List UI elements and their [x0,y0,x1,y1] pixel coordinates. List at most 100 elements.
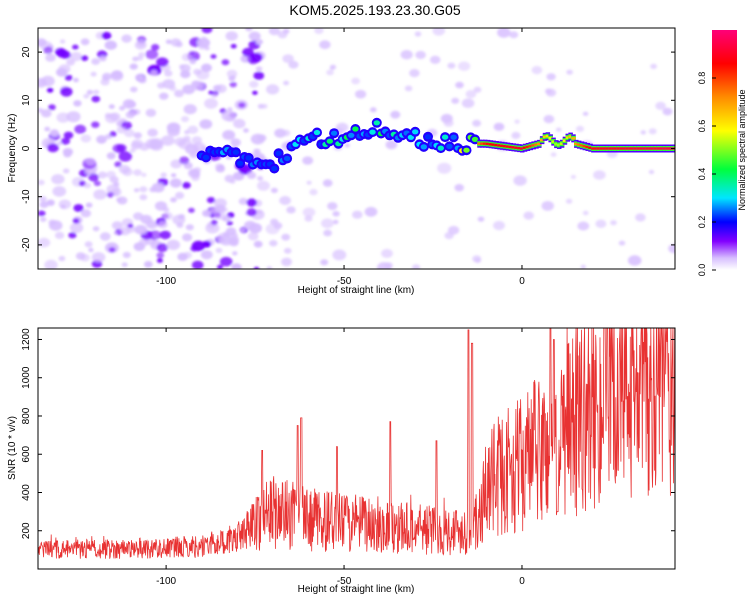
x-tick-label: -50 [337,276,352,287]
heatmap-cell [85,202,93,208]
heatmap-cell [217,264,223,269]
heatmap-cell [73,77,79,83]
heatmap-cell [650,63,657,69]
heatmap-cell [38,237,51,248]
snr-y-axis-label: SNR (10 * v/v) [7,416,18,480]
heatmap-cell [106,152,116,160]
heatmap-cell [189,169,198,177]
heatmap-cell [170,159,182,169]
heatmap-cell [38,210,46,217]
ridge-segment [653,144,659,153]
heatmap-cell [83,93,90,99]
heatmap-cell [137,40,146,47]
heatmap-cell [91,95,101,103]
heatmap-cell [472,255,482,263]
heatmap-cell [60,50,71,59]
heatmap-cell [329,64,337,70]
ridge-segment [565,133,571,142]
heatmap-cell [477,216,485,222]
heatmap-cell [593,170,606,180]
heatmap-cell [108,247,116,253]
ridge-segment [648,144,653,153]
heatmap-cell [355,89,367,99]
heatmap-cell [390,110,401,119]
heatmap-cell [119,105,126,111]
heatmap-cell [181,53,192,62]
heatmap-cell [523,211,534,220]
heatmap-cell [130,86,138,93]
heatmap-cell [432,28,446,36]
ridge-segment [668,144,673,153]
ridge-segment [537,139,542,148]
heatmap-cell [48,220,63,231]
colorbar-ticks: 0.0 0.2 0.4 0.6 0.8 [697,72,716,276]
ridge-segment [593,144,599,153]
ridge-segment [556,140,562,149]
colorbar-tick-label: 0.6 [697,120,707,133]
heatmap-cell [40,217,47,222]
heatmap-cell [98,171,107,179]
ridge-segment [554,140,559,149]
heatmap-cell [648,128,657,135]
ridge-segment [500,141,505,150]
heatmap-cell [133,169,142,176]
heatmap-cell [164,70,173,77]
y-tick-label: -10 [21,189,32,204]
heatmap-cell [332,219,339,225]
heatmap-cell [113,230,119,236]
heatmap-cell [627,255,642,266]
heatmap-cell [306,180,312,185]
heatmap-cell [73,100,82,107]
heatmap-cell [167,126,181,137]
heatmap-cell [125,111,135,119]
heatmap-cell [180,70,191,79]
heatmap-cell [202,209,212,217]
heatmap-cell [255,66,263,72]
heatmap-cell [197,37,211,48]
heatmap-cell [38,179,45,186]
heatmap-cell [69,222,84,233]
ridge-segment [599,144,605,153]
ridge-segment [505,142,511,151]
heatmap-cell [246,208,257,217]
ridge-blob [312,127,322,138]
ridge-segment [633,144,639,153]
colorbar-label: Normalized spectral amplitude [737,89,747,210]
heatmap-cell [104,40,118,50]
ridge-segment [534,140,539,149]
ridge-segment [514,143,519,152]
heatmap-cell [662,107,673,116]
heatmap-cell [109,131,117,137]
heatmap-cell [205,222,220,234]
heatmap-cell [109,176,119,184]
heatmap-cell [60,137,71,145]
heatmap-cell [118,151,132,162]
heatmap-cell [116,126,126,134]
heatmap-cell [84,241,93,248]
colorbar: 0.0 0.2 0.4 0.6 0.8 Normalized spectral ampl… [697,30,747,276]
heatmap-cell [122,167,133,177]
ridge-segment [522,143,528,152]
heatmap-cell [332,249,347,261]
y-tick-label: 10 [21,94,32,106]
heatmap-cell [580,264,586,269]
heatmap-cell [214,210,226,220]
heatmap-cell [149,140,164,151]
heatmap-cell [202,240,212,248]
ridge-blob [371,117,382,128]
ridge-segment [662,144,667,153]
x-tick-label: -100 [156,576,176,587]
heatmap-cell [219,256,233,267]
ridge-segment [588,143,593,152]
heatmap-cell [283,80,290,86]
ridge-segment [542,132,548,141]
heatmap-cell [352,210,363,219]
heatmap-cell [415,50,426,60]
heatmap-cell [668,243,675,254]
heatmap-cell [140,214,153,224]
heatmap-cell [302,156,314,165]
spectrogram-y-ticks: 20 10 0 -10 -20 [21,46,675,252]
heatmap-cell [455,81,464,89]
ridge-segment [625,144,630,153]
heatmap-cell [288,60,299,69]
